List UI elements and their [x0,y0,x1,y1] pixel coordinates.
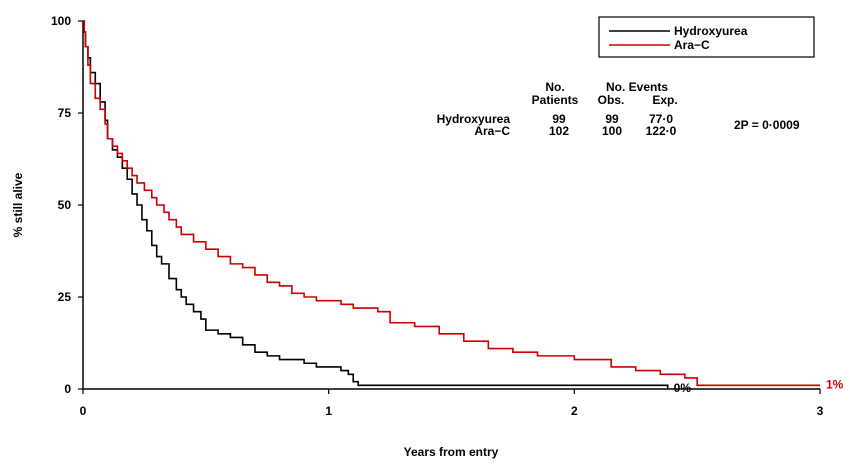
y-tick-label: 25 [58,290,72,304]
x-tick-label: 2 [571,404,578,418]
row-obs-hydroxyurea: 99 [605,112,619,126]
series-line-hydroxyurea [83,20,669,389]
legend-label-hydroxyurea: Hydroxyurea [674,24,748,38]
p-value: 2P = 0·0009 [734,118,800,132]
legend-label-ara-c: Ara−C [674,38,710,52]
row-name-hydroxyurea: Hydroxyurea [437,112,511,126]
y-tick-label: 100 [51,14,71,28]
x-tick-label: 1 [325,404,332,418]
survival-curves [83,20,820,389]
row-patients-hydroxyurea: 99 [552,112,566,126]
x-tick-label: 3 [817,404,824,418]
header-no-events: No. Events [606,80,668,94]
row-exp-hydroxyurea: 77·0 [649,112,673,126]
row-exp-ara-c: 122·0 [646,124,677,138]
y-tick-label: 0 [64,382,71,396]
row-name-ara-c: Ara−C [474,124,510,138]
header-no: No. [545,80,564,94]
y-axis-title: % still alive [11,172,25,237]
legend: Hydroxyurea Ara−C [598,16,815,58]
series-line-ara-c [83,20,820,387]
header-obs: Obs. [598,93,625,107]
row-obs-ara-c: 100 [602,124,622,138]
legend-box [598,16,815,58]
header-exp: Exp. [652,93,677,107]
x-tick-label: 0 [80,404,87,418]
header-patients: Patients [532,93,579,107]
y-ticks: 0 25 50 75 100 [51,14,83,396]
x-axis-title: Years from entry [404,445,499,459]
row-patients-ara-c: 102 [549,124,569,138]
x-ticks: 0 1 2 3 [80,389,824,418]
end-label-ara-c: 1% [826,377,844,391]
y-tick-label: 75 [58,106,72,120]
summary-table: No. No. Events Patients Obs. Exp. Hydrox… [437,80,800,138]
end-label-hydroxyurea: 0% [674,381,692,395]
y-tick-label: 50 [58,198,72,212]
end-labels: 0% 1% [674,377,844,395]
